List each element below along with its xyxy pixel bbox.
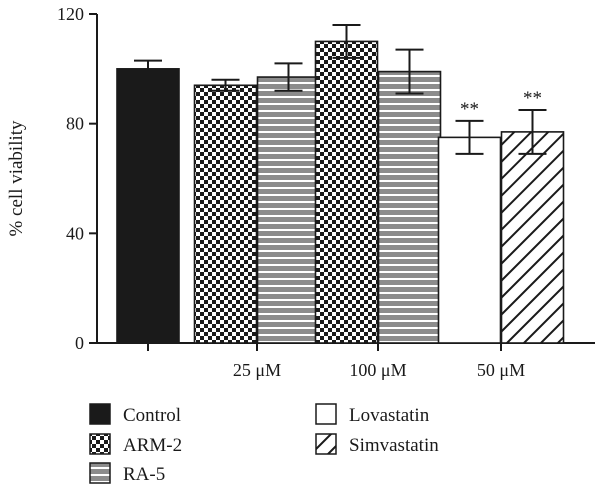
- legend: Control ARM-2 RA-5 Lovastatin Simvastatin: [89, 403, 439, 485]
- y-tick-label: 80: [66, 114, 84, 134]
- legend-swatch-control: [89, 403, 111, 425]
- x-tick-label: 25 μM: [233, 360, 281, 380]
- y-tick-label: 0: [75, 333, 84, 353]
- y-axis-title: % cell viability: [6, 120, 27, 237]
- bar-simvastatin: [500, 131, 565, 344]
- bar-ra-5: [256, 76, 321, 344]
- legend-label-ra-5: RA-5: [123, 464, 165, 485]
- legend-swatch-arm-2: [89, 433, 111, 455]
- significance-label: **: [523, 88, 542, 109]
- y-tick-label: 120: [57, 4, 84, 24]
- legend-swatch-simvastatin: [315, 433, 337, 455]
- legend-swatch-ra-5: [89, 462, 111, 484]
- bars: ** **: [116, 23, 565, 344]
- x-tick-label: 50 μM: [477, 360, 525, 380]
- bar-arm-2: [314, 40, 379, 344]
- legend-swatch-lovastatin: [315, 403, 337, 425]
- bar-control: [116, 68, 180, 344]
- legend-label-control: Control: [123, 405, 181, 426]
- significance-label: **: [460, 99, 479, 120]
- legend-label-arm-2: ARM-2: [123, 435, 182, 456]
- bar-ra-5: [377, 70, 442, 344]
- legend-label-lovastatin: Lovastatin: [349, 405, 430, 426]
- x-tick-label: 100 μM: [349, 360, 406, 380]
- axes: 0 40 80 120 % cell viability 25 μM 100 μM 50 μM: [6, 4, 595, 380]
- y-tick-label: 40: [66, 223, 84, 243]
- legend-label-simvastatin: Simvastatin: [349, 435, 439, 456]
- bar-arm-2: [193, 84, 258, 344]
- bar-lovastatin: [437, 136, 502, 344]
